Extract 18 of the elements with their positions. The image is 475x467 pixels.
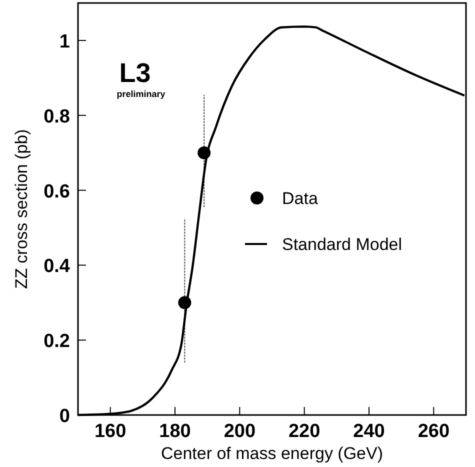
x-tick-label: 240: [353, 421, 385, 442]
annotation: L3: [119, 58, 151, 88]
x-tick-label: 260: [418, 421, 450, 442]
annotation: preliminary: [116, 89, 166, 99]
y-tick-label: 0.8: [44, 106, 70, 128]
y-tick-label: 1: [59, 31, 70, 52]
y-tick-label: 0: [59, 406, 70, 427]
x-tick-label: 200: [224, 421, 256, 442]
x-tick-label: 220: [288, 421, 320, 442]
legend-label: Standard Model: [282, 235, 402, 254]
y-axis-title: ZZ cross section (pb): [12, 129, 31, 289]
y-tick-label: 0.4: [44, 256, 70, 278]
x-tick-label: 180: [159, 421, 191, 442]
y-tick-label: 0.6: [44, 181, 70, 202]
y-tick-label: 0.2: [44, 331, 70, 352]
legend-label: Data: [282, 189, 318, 208]
x-tick-label: 160: [94, 421, 126, 442]
x-axis-title: Center of mass energy (GeV): [160, 444, 384, 463]
